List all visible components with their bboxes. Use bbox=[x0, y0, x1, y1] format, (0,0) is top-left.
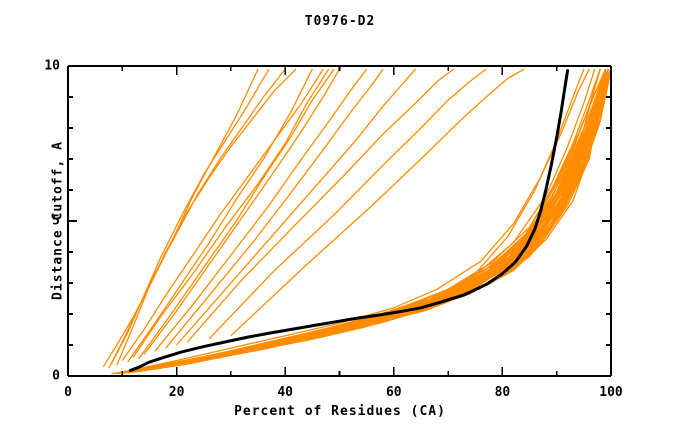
reference-curve bbox=[128, 69, 570, 372]
model-curve bbox=[132, 68, 330, 358]
x-tick-label: 100 bbox=[599, 385, 623, 400]
x-tick-label: 40 bbox=[277, 385, 294, 400]
y-tick-label: 5 bbox=[52, 213, 60, 229]
chart-title: T0976-D2 bbox=[304, 14, 376, 29]
model-curve bbox=[122, 68, 590, 373]
model-curve bbox=[165, 68, 384, 349]
y-tick-label: 0 bbox=[52, 368, 60, 384]
model-curve bbox=[110, 68, 270, 364]
model-curve bbox=[154, 68, 607, 370]
model-curve bbox=[138, 68, 335, 360]
model-curves-group bbox=[102, 68, 612, 375]
x-tick-label: 60 bbox=[385, 385, 402, 400]
model-curve bbox=[127, 68, 313, 363]
model-curve bbox=[154, 68, 368, 352]
x-tick-label: 80 bbox=[494, 385, 511, 400]
model-curve bbox=[186, 68, 454, 343]
model-curve bbox=[143, 68, 341, 355]
model-curve bbox=[121, 68, 324, 361]
model-curve bbox=[122, 68, 612, 374]
model-curve bbox=[102, 68, 297, 368]
model-curve bbox=[230, 68, 525, 337]
x-axis-label: Percent of Residues (CA) bbox=[234, 404, 446, 419]
x-tick-label: 0 bbox=[64, 385, 72, 400]
model-curve bbox=[208, 68, 487, 340]
model-curve bbox=[143, 68, 612, 372]
model-curve bbox=[116, 68, 259, 366]
y-tick-label: 10 bbox=[44, 58, 60, 74]
model-curve bbox=[176, 68, 417, 346]
axes-frame bbox=[67, 65, 612, 377]
x-tick-label: 20 bbox=[168, 385, 185, 400]
model-curve bbox=[143, 68, 612, 372]
